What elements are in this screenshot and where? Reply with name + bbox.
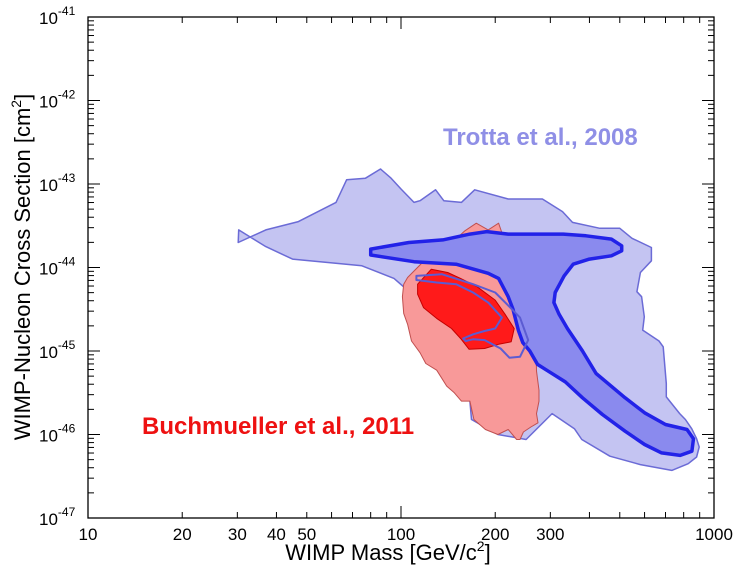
y-tick-label: 10-42 <box>39 88 76 112</box>
contour-regions <box>237 168 700 472</box>
y-tick-labels: 10-41 10-42 10-43 10-44 10-45 10-46 10-47 <box>39 4 76 529</box>
y-tick-label: 10-45 <box>39 338 76 362</box>
x-tick-label: 40 <box>267 525 286 544</box>
x-tick-label: 1000 <box>695 525 733 544</box>
contour-region-2 <box>368 229 696 458</box>
y-tick-label: 10-46 <box>39 422 76 446</box>
y-tick-label: 10-41 <box>39 4 76 28</box>
x-tick-label: 10 <box>79 525 98 544</box>
y-tick-label: 10-43 <box>39 171 76 195</box>
x-tick-label: 100 <box>387 525 415 544</box>
x-axis-title: WIMP Mass [GeV/c2] <box>285 538 490 565</box>
y-tick-label: 10-44 <box>39 255 76 279</box>
annotation-trotta: Trotta et al., 2008 <box>443 124 638 151</box>
x-tick-label: 300 <box>536 525 564 544</box>
x-tick-labels: 10 20 30 40 50 100 200 300 1000 <box>79 525 733 544</box>
axis-ticks <box>87 16 715 519</box>
x-tick-label: 20 <box>173 525 192 544</box>
y-axis-title: WIMP-Nucleon Cross Section [cm2] <box>8 94 35 440</box>
x-tick-label: 200 <box>481 525 509 544</box>
annotation-buchmueller: Buchmueller et al., 2011 <box>142 413 414 440</box>
contour-region-4 <box>415 273 530 359</box>
x-tick-label: 50 <box>297 525 316 544</box>
y-tick-label: 10-47 <box>39 505 76 529</box>
x-tick-label: 30 <box>228 525 247 544</box>
